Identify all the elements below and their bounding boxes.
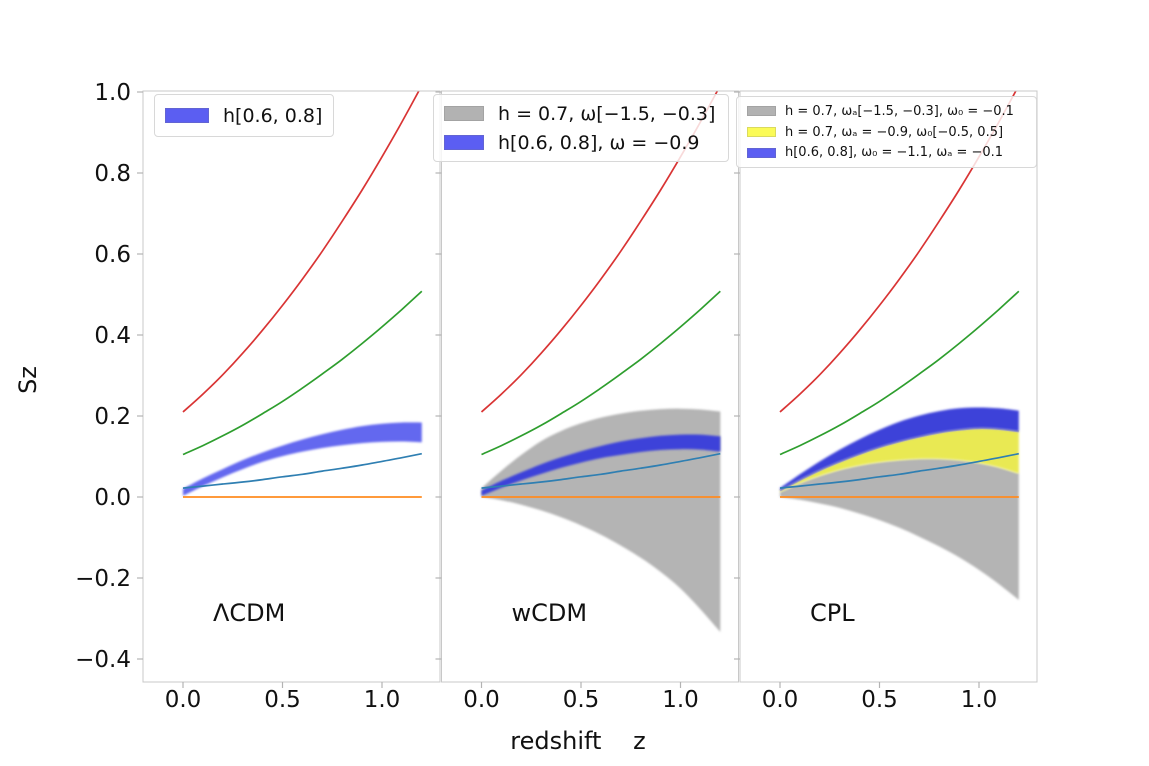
panel-spine <box>441 90 739 683</box>
x-tick-label: 0.5 <box>861 687 898 713</box>
lcdm-h-band <box>183 422 422 496</box>
green-line <box>182 290 423 456</box>
y-tick-label: 0.6 <box>94 242 131 268</box>
steelblue-line <box>182 452 422 489</box>
y-tick-label: −0.4 <box>75 647 131 673</box>
legend-panel-2: h = 0.7, ωₐ[−1.5, −0.3], ω₀ = −0.1 h = 0.… <box>736 96 1037 168</box>
legend-panel-1: h = 0.7, ω[−1.5, −0.3] h[0.6, 0.8], ω = −… <box>433 94 729 162</box>
x-tick-label: 0.0 <box>165 687 202 713</box>
wcdm-h-band <box>481 434 721 496</box>
x-tick-label: 1.0 <box>662 687 699 713</box>
y-tick-label: 1.0 <box>94 80 131 106</box>
red-line <box>182 91 420 413</box>
cpl-w0-band <box>780 428 1019 493</box>
y-axis-label: Sz <box>14 366 42 394</box>
legend-swatch-gray <box>747 106 776 117</box>
legend-panel-0: h[0.6, 0.8] <box>154 94 334 137</box>
legend-label: h = 0.7, ωₐ[−1.5, −0.3], ω₀ = −0.1 <box>785 103 1014 119</box>
legend-row: h = 0.7, ωₐ = −0.9, ω₀[−0.5, 0.5] <box>747 122 1026 143</box>
legend-label: h = 0.7, ωₐ = −0.9, ω₀[−0.5, 0.5] <box>785 124 1004 140</box>
panel-model-label: wCDM <box>512 599 588 627</box>
legend-swatch-yellow <box>747 127 776 137</box>
panel-2 <box>779 91 1020 600</box>
x-tick-label: 0.5 <box>563 687 600 713</box>
x-axis-label: redshift z <box>510 727 645 755</box>
y-tick-label: 0.0 <box>94 485 131 511</box>
y-tick-label: −0.2 <box>75 566 131 592</box>
y-tick-label: 0.2 <box>94 404 131 430</box>
legend-row: h = 0.7, ωₐ[−1.5, −0.3], ω₀ = −0.1 <box>747 101 1026 122</box>
panel-1 <box>480 91 721 632</box>
panel-model-label: CPL <box>810 599 855 627</box>
legend-row: h = 0.7, ω[−1.5, −0.3] <box>444 99 718 128</box>
y-tick-label: 0.8 <box>94 161 131 187</box>
legend-row: h[0.6, 0.8], ω = −0.9 <box>444 128 718 157</box>
x-tick-label: 0.0 <box>762 687 799 713</box>
cpl-h-band <box>780 407 1019 491</box>
green-line <box>779 290 1020 456</box>
x-tick-label: 1.0 <box>961 687 998 713</box>
legend-swatch-blue <box>747 147 776 158</box>
steelblue-line <box>779 452 1019 489</box>
legend-swatch-gray <box>444 106 484 121</box>
legend-row: h[0.6, 0.8], ω₀ = −1.1, ωₐ = −0.1 <box>747 142 1026 163</box>
legend-swatch-blue <box>444 135 484 150</box>
x-tick-label: 0.0 <box>463 687 500 713</box>
x-tick-label: 0.5 <box>264 687 301 713</box>
panel-0 <box>182 91 423 498</box>
steelblue-line <box>481 452 721 489</box>
panel-spine <box>142 90 441 683</box>
x-tick-label: 1.0 <box>364 687 401 713</box>
y-tick-label: 0.4 <box>94 323 131 349</box>
legend-label: h[0.6, 0.8] <box>223 104 323 127</box>
panel-spine <box>739 90 1038 683</box>
legend-label: h[0.6, 0.8], ω = −0.9 <box>498 131 700 154</box>
green-line <box>481 290 721 456</box>
cpl-wa-band <box>780 458 1019 600</box>
legend-row: h[0.6, 0.8] <box>165 99 323 132</box>
legend-label: h[0.6, 0.8], ω₀ = −1.1, ωₐ = −0.1 <box>785 145 1004 161</box>
panel-model-label: ΛCDM <box>213 599 285 627</box>
legend-swatch-blue <box>165 108 209 123</box>
legend-label: h = 0.7, ω[−1.5, −0.3] <box>498 102 716 125</box>
